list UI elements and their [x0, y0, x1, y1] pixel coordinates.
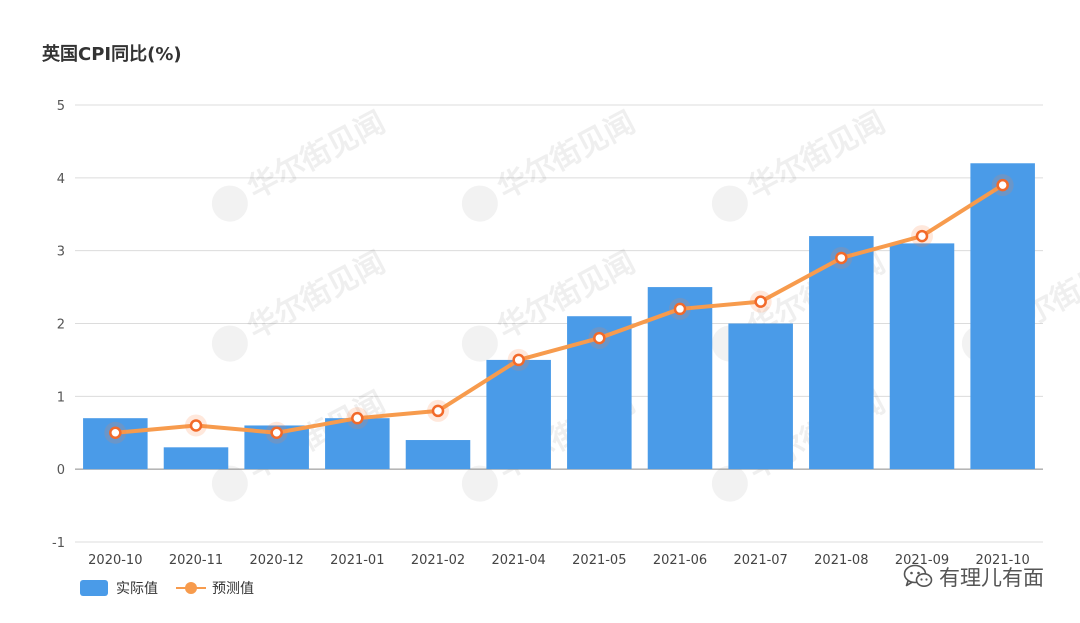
bar [728, 323, 793, 470]
forecast-point [109, 426, 122, 439]
y-tick-label: 5 [57, 99, 65, 114]
background-watermark: 华尔街见闻 [211, 105, 391, 222]
x-tick-label: 2021-10 [976, 553, 1030, 568]
forecast-point [189, 419, 203, 432]
account-watermark: 有理儿有面 [903, 562, 1044, 592]
legend-label-actual: 实际值 [116, 581, 158, 597]
legend: 实际值 预测值 [80, 578, 272, 598]
legend-bar-swatch [80, 580, 108, 596]
bar [809, 236, 874, 470]
legend-label-forecast: 预测值 [212, 581, 254, 597]
watermark-text: 华尔街见闻 [242, 245, 391, 346]
chart-title: 英国CPI同比(%) [42, 44, 182, 65]
bar [325, 418, 390, 470]
x-tick-label: 2021-06 [653, 553, 707, 568]
x-tick-label: 2021-04 [492, 553, 546, 568]
legend-item-forecast[interactable]: 预测值 [176, 578, 254, 598]
x-tick-label: 2021-02 [411, 553, 465, 568]
watermark-logo [461, 185, 498, 222]
y-tick-label: 2 [57, 318, 65, 333]
bar [486, 359, 551, 470]
y-tick-label: -1 [52, 536, 65, 551]
wechat-icon [903, 564, 933, 587]
y-tick-label: 1 [57, 390, 65, 405]
forecast-point [835, 251, 848, 265]
watermark-text: 华尔街见闻 [492, 105, 641, 206]
forecast-point [270, 426, 283, 439]
watermark-text: 华尔街见闻 [242, 105, 391, 206]
y-axis-ticks: -1 0 1 2 3 4 5 [52, 99, 65, 551]
background-watermark: 华尔街见闻 [211, 245, 391, 362]
forecast-point [351, 411, 364, 425]
forecast-point [512, 353, 525, 367]
watermark-text: 华尔街见闻 [742, 105, 891, 206]
x-tick-label: 2021-09 [895, 553, 949, 568]
forecast-line [113, 183, 1005, 435]
watermark-logo [461, 325, 498, 362]
bar [889, 243, 955, 470]
x-tick-label: 2021-08 [814, 553, 868, 568]
forecast-point [673, 302, 687, 316]
watermark-logo [711, 465, 748, 502]
watermark-logo [211, 185, 248, 222]
x-tick-label: 2020-10 [88, 553, 142, 568]
watermark-logo [211, 325, 248, 362]
line-series [104, 174, 1014, 444]
y-tick-label: 3 [57, 245, 65, 260]
legend-item-actual[interactable]: 实际值 [80, 578, 158, 598]
bar [970, 163, 1035, 470]
y-tick-label: 4 [57, 172, 65, 187]
x-tick-label: 2020-11 [169, 553, 223, 568]
watermark-logo [211, 465, 248, 502]
forecast-point [915, 229, 929, 243]
forecast-point [431, 404, 445, 418]
watermark-text: 有理儿有面 [939, 566, 1044, 590]
x-tick-label: 2020-12 [250, 553, 304, 568]
grid-lines [75, 104, 1043, 543]
y-tick-label: 0 [57, 463, 65, 478]
bar [163, 447, 229, 470]
x-tick-label: 2021-07 [734, 553, 788, 568]
background-watermark: 华尔街见闻 [711, 105, 891, 222]
forecast-point [593, 331, 606, 345]
x-tick-label: 2021-05 [572, 553, 626, 568]
watermark-logo [461, 465, 498, 502]
x-tick-label: 2021-01 [330, 553, 384, 568]
forecast-point [996, 178, 1009, 192]
forecast-point [754, 295, 767, 308]
legend-line-swatch [176, 580, 206, 596]
x-axis-ticks: 2020-10 2020-11 2020-12 2021-01 2021-02 2021-… [88, 553, 1030, 568]
watermark-logo [711, 185, 748, 222]
background-watermark: 华尔街见闻 [461, 105, 641, 222]
bar [405, 440, 471, 470]
